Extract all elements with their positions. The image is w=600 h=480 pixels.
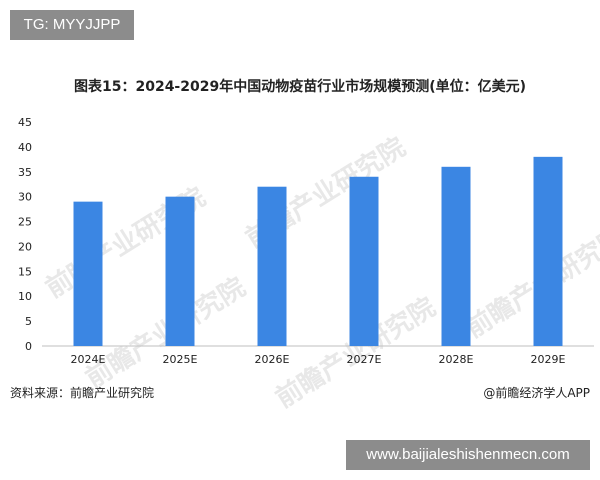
y-axis-ticks: 0 5 10 15 20 25 30 35 40 45 <box>18 116 32 353</box>
bottom-overlay-tag: www.baijialeshishenmecn.com <box>346 440 590 470</box>
bar-2028E <box>441 166 471 346</box>
bar-2024E <box>73 201 103 346</box>
y-tick-label: 25 <box>18 216 32 229</box>
chart-title: 图表15：2024-2029年中国动物疫苗行业市场规模预测(单位：亿美元) <box>73 79 527 95</box>
bar-2027E <box>349 176 379 346</box>
y-tick-label: 10 <box>18 290 32 303</box>
y-tick-label: 15 <box>18 265 32 278</box>
x-tick-label: 2028E <box>439 353 474 366</box>
top-overlay-tag: TG: MYYJJPP <box>10 10 134 40</box>
y-tick-label: 0 <box>25 340 32 353</box>
x-axis-labels: 2024E 2025E 2026E 2027E 2028E 2029E <box>71 353 566 366</box>
credit-note: @前瞻经济学人APP <box>483 386 590 400</box>
bar-2029E <box>533 156 563 346</box>
x-tick-label: 2025E <box>163 353 198 366</box>
x-tick-label: 2027E <box>347 353 382 366</box>
y-tick-label: 45 <box>18 116 32 129</box>
x-tick-label: 2024E <box>71 353 106 366</box>
y-tick-label: 5 <box>25 315 32 328</box>
bars-group <box>73 156 563 346</box>
watermark-layer: 前瞻产业研究院前瞻产业研究院前瞻产业研究院前瞻产业研究院前瞻产业研究院 <box>40 131 600 414</box>
y-tick-label: 35 <box>18 166 32 179</box>
watermark-text-3: 前瞻产业研究院 <box>80 271 251 394</box>
y-tick-label: 40 <box>18 141 32 154</box>
x-tick-label: 2029E <box>531 353 566 366</box>
x-tick-label: 2026E <box>255 353 290 366</box>
y-tick-label: 30 <box>18 191 32 204</box>
source-note: 资料来源：前瞻产业研究院 <box>10 386 155 400</box>
y-tick-label: 20 <box>18 240 32 253</box>
watermark-text-2: 前瞻产业研究院 <box>460 221 600 344</box>
bar-2026E <box>257 186 287 346</box>
bar-2025E <box>165 196 195 346</box>
